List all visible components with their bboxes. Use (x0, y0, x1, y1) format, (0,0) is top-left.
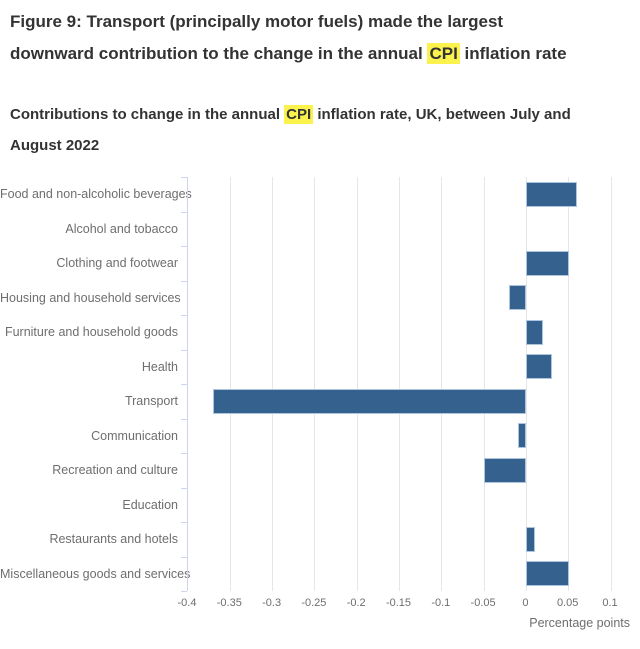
bar-miscellaneous-goods-and-services[interactable] (526, 561, 569, 587)
bar-clothing-and-footwear[interactable] (526, 250, 569, 276)
figure-subtitle: Contributions to change in the annual CP… (10, 99, 586, 161)
gridline (441, 177, 443, 591)
gridline (610, 177, 612, 591)
category-axis-tick (181, 212, 187, 213)
cpi-highlight-subtitle: CPI (284, 105, 314, 124)
category-label: Housing and household services (0, 290, 181, 305)
x-tick-label: -0.05 (470, 597, 496, 609)
category-label: Food and non-alcoholic beverages (0, 187, 192, 201)
figure-title-text-pre: Figure 9: Transport (principally motor f… (10, 12, 504, 63)
bar-transport[interactable] (213, 388, 527, 414)
figure-subtitle-text-pre: Contributions to change in the annual (10, 106, 285, 123)
x-tick-label: -0.3 (262, 597, 282, 609)
x-tick-label: 0.05 (556, 597, 579, 609)
x-tick-label: -0.2 (346, 597, 366, 609)
category-axis-tick (181, 350, 187, 351)
category-axis-tick (181, 488, 187, 489)
category-axis-tick (181, 246, 187, 247)
x-tick-label: -0.1 (431, 597, 451, 609)
x-tick-label: -0.25 (301, 597, 327, 609)
gridline (399, 177, 400, 591)
gridline (272, 177, 274, 591)
category-label: Furniture and household goods (4, 325, 178, 339)
bar-health[interactable] (526, 354, 552, 380)
bar-recreation-and-culture[interactable] (484, 457, 527, 483)
bar-housing-and-household-services[interactable] (509, 285, 527, 311)
bar-communication[interactable] (517, 423, 527, 449)
gridline (229, 177, 231, 591)
x-tick-label: -0.4 (177, 597, 197, 609)
category-label: Education (122, 497, 178, 512)
category-label: Alcohol and tobacco (65, 221, 178, 236)
x-tick-label: 0.1 (602, 597, 618, 609)
category-axis-tick (181, 281, 187, 282)
gridline (525, 177, 527, 591)
category-axis-tick (181, 591, 187, 592)
category-label: Restaurants and hotels (49, 532, 178, 546)
category-label: Miscellaneous goods and services (0, 566, 191, 581)
category-axis-tick (181, 177, 187, 178)
category-label: Communication (91, 428, 178, 443)
x-tick-label: -0.15 (385, 597, 412, 609)
bar-furniture-and-household-goods[interactable] (526, 319, 544, 345)
category-axis-tick (181, 419, 187, 420)
bar-food-and-non-alcoholic-beverages[interactable] (526, 181, 578, 207)
figure-subtitle-text-post: inflation rate, UK, between July and Aug… (10, 106, 571, 154)
category-axis-tick (181, 315, 187, 316)
x-tick-label: -0.35 (216, 597, 242, 609)
gridline (356, 177, 358, 591)
category-label: Transport (124, 394, 178, 408)
plot-area (181, 177, 612, 592)
figure-title-text-post: inflation rate (459, 44, 567, 63)
cpi-highlight-title: CPI (427, 43, 460, 64)
category-label: Clothing and footwear (56, 256, 178, 270)
category-label: Health (141, 359, 178, 374)
gridline (314, 177, 316, 591)
gridline (483, 177, 485, 591)
figure-title: Figure 9: Transport (principally motor f… (10, 6, 590, 70)
bar-chart: Food and non-alcoholic beverages Alcohol … (0, 177, 640, 639)
category-axis-tick (181, 453, 187, 454)
x-tick-label: 0 (522, 597, 529, 609)
bar-restaurants-and-hotels[interactable] (526, 526, 535, 552)
category-axis-tick (181, 384, 187, 385)
gridline (568, 177, 570, 591)
category-axis-tick (181, 522, 187, 523)
category-label: Recreation and culture (52, 463, 178, 477)
category-axis-tick (181, 557, 187, 558)
x-axis-label: Percentage points (529, 616, 630, 630)
